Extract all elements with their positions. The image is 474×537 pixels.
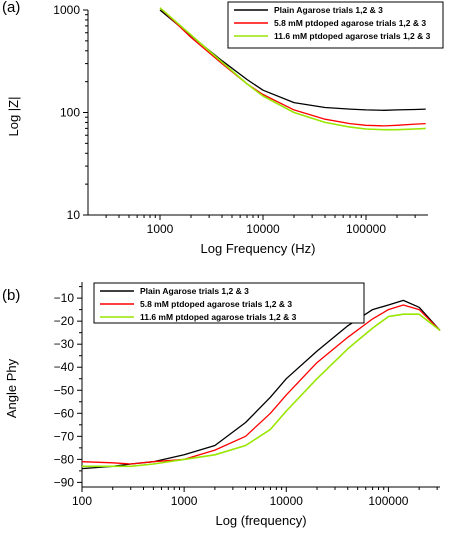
- legend-entry-2: 5.8 mM ptdoped agarose trials 1,2 & 3: [140, 299, 292, 309]
- y-tick-label: 10: [67, 208, 81, 222]
- y-axis-label: Log |Z|: [6, 97, 21, 137]
- legend: Plain Agarose trials 1,2 & 3 5.8 mM ptdop…: [227, 1, 444, 49]
- y-tick-label: −10: [54, 291, 75, 305]
- y-tick-label: −30: [54, 337, 75, 351]
- y-tick-label: −60: [54, 406, 75, 420]
- y-tick-label: 100: [60, 106, 80, 120]
- series-line-1: [81, 299, 441, 470]
- panel-label: (a): [2, 0, 20, 16]
- legend-entry-1: Plain Agarose trials 1,2 & 3: [274, 5, 383, 15]
- legend-entry-1: Plain Agarose trials 1,2 & 3: [140, 286, 249, 296]
- y-tick-label: −20: [54, 314, 75, 328]
- series-line-1: [159, 9, 426, 111]
- legend-entry-2: 5.8 mM ptdoped agarose trials 1,2 & 3: [274, 18, 426, 28]
- x-axis-label: Log (frequency): [215, 513, 306, 528]
- legend-entry-3: 11.6 mM ptdoped agarose trials 1,2 & 3: [140, 312, 297, 322]
- x-tick-label: 10000: [270, 494, 304, 508]
- y-tick-label: −70: [54, 429, 75, 443]
- y-tick-label: 1000: [53, 3, 80, 17]
- legend-entry-3: 11.6 mM ptdoped agarose trials 1,2 & 3: [274, 31, 431, 41]
- y-tick-label: −40: [54, 360, 75, 374]
- x-tick-label: 100000: [346, 222, 386, 236]
- x-tick-label: 1000: [147, 222, 174, 236]
- x-tick-label: 100: [72, 494, 92, 508]
- y-axis-label: Angle Phy: [4, 358, 19, 418]
- series-line-3: [82, 313, 441, 468]
- y-tick-label: −90: [54, 475, 75, 489]
- x-tick-label: 100000: [368, 494, 408, 508]
- x-axis-label: Log Frequency (Hz): [201, 241, 316, 256]
- series-line-3: [159, 7, 426, 131]
- x-tick-label: 10000: [246, 222, 280, 236]
- x-tick-label: 1000: [171, 494, 198, 508]
- impedance-chart-panel: (a) 1000 10000 100000 10 100 1000 Log Frequency…: [2, 0, 444, 256]
- panel-label: (b): [2, 287, 20, 304]
- legend: Plain Agarose trials 1,2 & 3 5.8 mM ptdop…: [93, 282, 365, 324]
- series-line-2: [81, 304, 441, 465]
- y-tick-label: −80: [54, 452, 75, 466]
- legend-box: [93, 282, 365, 324]
- phase-chart-panel: (b) 100 1000 10000 100000 −90 −80 −70 −60 −50 −40 −…: [2, 282, 441, 528]
- series-line-2: [159, 7, 426, 127]
- y-tick-label: −50: [54, 383, 75, 397]
